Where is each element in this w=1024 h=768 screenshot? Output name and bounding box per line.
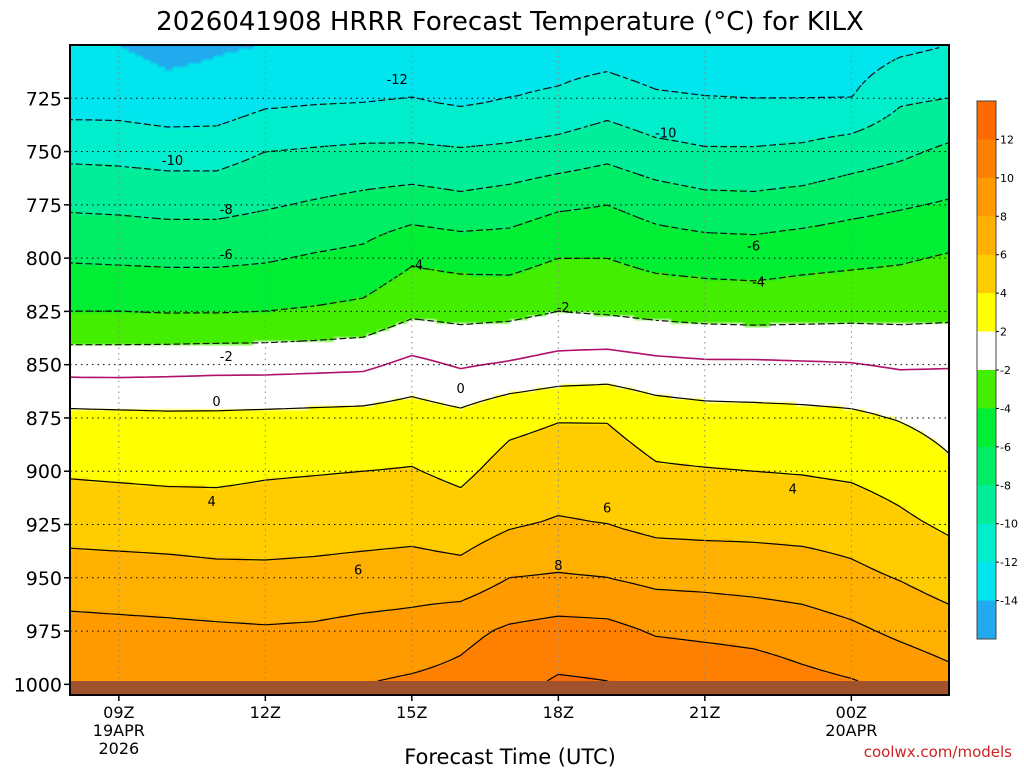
contour-label: -4 [410,259,423,274]
y-tick-label: 900 [26,461,62,483]
colorbar-swatch [977,600,996,640]
contour-label: -10 [655,126,676,141]
colorbar-tick-label: 10 [1000,172,1014,185]
x-tick-label: 18Z [543,703,574,722]
grid-lines [70,45,949,695]
y-tick-label: 750 [26,142,62,164]
contour-label: -8 [220,203,233,218]
x-tick-year: 2026 [98,739,139,758]
contour-label: -4 [752,276,765,291]
colorbar-tick-label: -8 [1000,479,1011,492]
colorbar-tick-label: 12 [1000,133,1014,146]
contour-label: -10 [162,154,183,169]
plot-frame [69,44,950,696]
contour-label: -12 [387,73,408,88]
x-tick-label: 21Z [689,703,720,722]
colorbar-tick-label: -2 [1000,364,1011,377]
contour-label: 6 [603,501,611,516]
contour-label: -6 [747,239,760,254]
x-axis-label: Forecast Time (UTC) [404,745,616,768]
isotherm-line [372,615,869,695]
colorbar-swatch [977,446,996,486]
colorbar-legend: 12 10 8 6 4 2 -2 -4 -6 -8 -10 -12 -14 [976,100,1018,640]
y-tick-label: 850 [26,355,62,377]
isotherm-line [70,571,949,663]
isotherm-line [70,198,949,268]
contour-label: -6 [220,248,233,263]
y-tick-label: 925 [26,515,62,537]
isotherm-line [70,422,949,537]
isotherm-line [70,515,949,605]
colorbar-swatch [977,562,996,602]
ground-surface [70,681,949,695]
y-tick-label: 800 [26,248,62,270]
colorbar-tick-label: -14 [1000,595,1018,608]
contour-label: 4 [207,495,215,510]
colorbar-swatch [977,293,996,333]
source-credit: coolwx.com/models [864,743,1012,761]
colorbar-swatch [977,139,996,179]
isotherm-line [70,252,949,314]
y-tick-label: 875 [26,408,62,430]
y-tick-label: 1000 [14,674,62,696]
colorbar-swatch [977,408,996,448]
colorbar-swatch [977,254,996,294]
colorbar-swatch [977,370,996,409]
y-tick-label: 975 [26,621,62,643]
colorbar-swatch [977,101,996,140]
x-tick-label: 12Z [250,703,281,722]
contour-label: 8 [554,559,562,574]
colorbar-tick-label: -10 [1000,518,1018,531]
isotherm-line [70,97,949,172]
y-tick-label: 775 [26,195,62,217]
colorbar-swatch [977,216,996,256]
colorbar-tick-label: 8 [1000,210,1007,223]
isotherm-line [70,310,949,346]
x-tick-date: 20APR [825,721,877,740]
colorbar-swatch [977,523,996,563]
isotherm-line [70,47,940,128]
contour-label: -2 [220,350,233,365]
isotherm-line [70,142,949,220]
y-axis: 725 750 775 800 825 850 875 900 925 950 975 1000 [14,88,70,696]
y-tick-label: 950 [26,568,62,590]
plot-area: -12 -10 -10 -8 -6 -6 -4 -4 -2 -2 0 0 4 4 6 6 8 [69,44,950,696]
x-tick-label: 15Z [396,703,427,722]
x-tick-label: 09Z [103,703,134,722]
colorbar-swatch [977,485,996,525]
contour-labels: -12 -10 -10 -8 -6 -6 -4 -4 -2 -2 0 0 4 4 6 6 8 [162,73,797,578]
x-tick-label: 00Z [836,703,867,722]
contour-label: 0 [457,382,465,397]
colorbar-swatch [977,177,996,217]
isotherm-contours [70,47,949,695]
chart-title: 2026041908 HRRR Forecast Temperature (°C… [156,7,864,37]
colorbar-tick-label: 2 [1000,326,1007,339]
x-tick-date: 19APR [93,721,145,740]
colorbar-tick-label: 6 [1000,249,1007,262]
y-tick-label: 825 [26,301,62,323]
isotherm-line [70,348,949,379]
colorbar-tick-label: -6 [1000,441,1011,454]
colorbar-tick-label: -12 [1000,556,1018,569]
contour-label: 6 [354,563,362,578]
colorbar-tick-label: -4 [1000,402,1011,415]
temperature-heatmap [70,45,949,695]
contour-label: -2 [557,301,570,316]
y-tick-label: 725 [26,88,62,110]
colorbar-tick-label: 4 [1000,287,1007,300]
contour-label: 0 [212,395,220,410]
contour-label: 4 [789,482,797,497]
isotherm-line [70,383,949,454]
colorbar-swatch [977,331,996,371]
